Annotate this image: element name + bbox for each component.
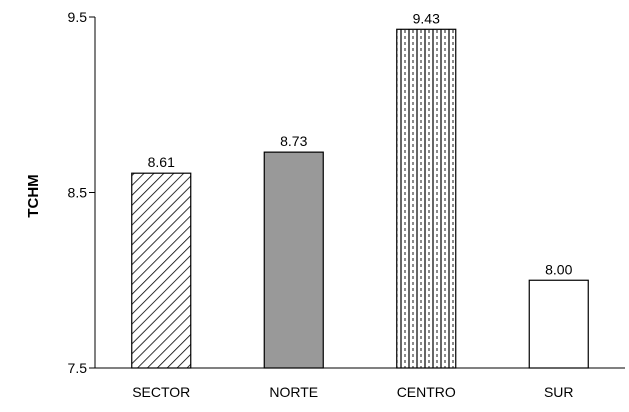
y-tick-label: 9.5 — [68, 9, 88, 25]
y-tick-label: 8.5 — [68, 185, 88, 201]
value-labels: 8.61 8.73 9.43 8.00 — [148, 10, 573, 277]
bar-sector — [131, 172, 192, 369]
value-label-norte: 8.73 — [280, 133, 307, 149]
value-label-sur: 8.00 — [545, 261, 572, 277]
category-label-sector: SECTOR — [132, 384, 190, 400]
category-labels: SECTOR NORTE CENTRO SUR — [132, 384, 573, 400]
bars — [131, 28, 589, 369]
category-label-norte: NORTE — [269, 384, 318, 400]
y-axis-ticks: 7.5 8.5 9.5 — [68, 9, 95, 376]
y-axis-title: TCHM — [25, 174, 42, 217]
y-tick-label: 7.5 — [68, 360, 88, 376]
bar-sur — [528, 279, 589, 369]
value-label-sector: 8.61 — [148, 154, 175, 170]
bar-norte — [263, 151, 324, 369]
category-label-centro: CENTRO — [397, 384, 456, 400]
value-label-centro: 9.43 — [413, 10, 440, 26]
category-label-sur: SUR — [544, 384, 574, 400]
bar-centro — [396, 28, 457, 369]
